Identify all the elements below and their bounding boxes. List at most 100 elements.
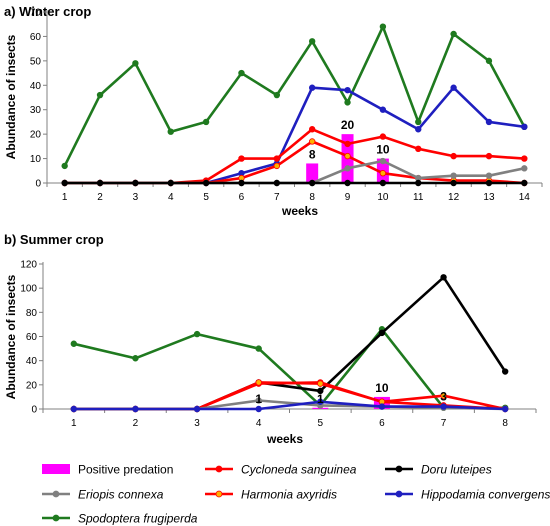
data-point-dl xyxy=(501,368,509,375)
x-tick-label: 7 xyxy=(441,418,447,429)
data-point-cs xyxy=(485,152,493,160)
x-tick-label: 8 xyxy=(502,418,508,429)
data-point-sf xyxy=(415,118,422,126)
data-point-hc xyxy=(485,118,493,126)
x-tick-label: 5 xyxy=(318,418,324,429)
predation-label: 10 xyxy=(375,381,389,395)
data-point-hc xyxy=(501,405,509,413)
data-point-ec xyxy=(379,157,387,165)
predation-label: 8 xyxy=(309,147,316,161)
legend-item-sf: Spodoptera frugiperda xyxy=(42,512,198,526)
data-point-hc xyxy=(521,123,528,131)
legend-label: Harmonia axyridis xyxy=(241,488,337,502)
legend-marker xyxy=(395,490,403,498)
legend-label: Cycloneda sanguinea xyxy=(241,463,357,477)
y-tick-label: 20 xyxy=(30,130,42,141)
y-tick-label: 0 xyxy=(31,405,37,416)
data-point-ec xyxy=(521,165,528,172)
data-point-cs xyxy=(450,152,457,160)
x-axis-title: weeks xyxy=(281,204,318,218)
data-point-cs xyxy=(238,155,245,162)
data-point-hc xyxy=(132,405,139,413)
data-point-hc xyxy=(415,126,422,133)
data-point-hc xyxy=(440,403,447,410)
series-line-sf xyxy=(63,25,526,167)
predation-bar xyxy=(306,163,319,183)
y-tick-label: 10 xyxy=(30,154,42,165)
y-axis-title: Abundance of insects xyxy=(4,34,18,159)
data-point-dl xyxy=(379,179,387,187)
data-point-sf xyxy=(132,60,139,67)
data-point-dl xyxy=(415,179,422,187)
data-point-ec xyxy=(344,165,351,172)
data-point-dl xyxy=(273,179,281,187)
y-tick-label: 40 xyxy=(30,81,42,92)
data-point-hc xyxy=(450,84,457,91)
data-point-hc xyxy=(255,405,262,413)
data-point-cs xyxy=(379,133,387,140)
x-axis-title: weeks xyxy=(266,432,303,446)
data-point-hc xyxy=(379,106,387,113)
data-point-sf xyxy=(485,57,493,65)
predation-label: 3 xyxy=(440,389,447,403)
data-point-sf xyxy=(238,69,245,77)
data-point-dl xyxy=(344,179,351,187)
x-tick-label: 7 xyxy=(274,192,280,203)
data-point-ha xyxy=(255,379,262,386)
x-tick-label: 10 xyxy=(377,192,389,203)
y-tick-label: 0 xyxy=(35,179,41,190)
data-point-sf xyxy=(344,99,351,106)
y-tick-label: 50 xyxy=(30,56,42,67)
legend-label: Hippodamia convergens xyxy=(421,488,550,502)
legend-label: Doru luteipes xyxy=(421,463,492,477)
x-tick-label: 13 xyxy=(483,192,495,203)
legend-label: Positive predation xyxy=(78,463,173,477)
data-point-ec xyxy=(485,172,493,179)
y-tick-label: 20 xyxy=(26,380,38,391)
data-point-dl xyxy=(317,387,324,395)
x-tick-label: 4 xyxy=(168,192,174,203)
legend-marker xyxy=(395,465,403,473)
data-point-dl xyxy=(167,179,174,187)
legend-item-cs: Cycloneda sanguinea xyxy=(205,463,357,477)
y-tick-label: 60 xyxy=(30,32,42,43)
data-point-ec xyxy=(255,397,262,404)
data-point-dl xyxy=(202,179,210,187)
data-point-sf xyxy=(273,91,281,99)
data-point-ha xyxy=(317,380,324,387)
legend-item-ec: Eriopis connexa xyxy=(42,488,164,502)
x-tick-label: 11 xyxy=(413,192,424,203)
panel-title: b) Summer crop xyxy=(4,232,104,247)
legend-swatch xyxy=(42,464,70,474)
data-point-dl xyxy=(308,179,316,187)
y-tick-label: 30 xyxy=(30,105,42,116)
data-point-hc xyxy=(344,86,351,94)
data-point-dl xyxy=(238,179,245,187)
data-point-sf xyxy=(379,23,387,30)
data-point-cs xyxy=(273,155,281,162)
data-point-hc xyxy=(378,403,386,410)
data-point-cs xyxy=(521,155,528,162)
x-tick-label: 1 xyxy=(71,418,77,429)
data-point-ha xyxy=(308,138,316,145)
legend-label: Spodoptera frugiperda xyxy=(78,512,198,526)
summer-crop-panel: b) Summer crop 0 20 40 60 80 100 120 1 2 3 4 5 6 7 8 wee… xyxy=(4,232,537,446)
predation-label: 20 xyxy=(341,118,355,132)
legend-marker xyxy=(215,490,223,498)
series-line-hc xyxy=(64,86,525,185)
legend-marker xyxy=(52,490,60,498)
y-tick-label: 120 xyxy=(20,260,37,271)
data-point-ec xyxy=(450,172,457,179)
data-point-sf xyxy=(167,128,174,135)
y-tick-label: 70 xyxy=(30,8,42,19)
y-axis-title: Abundance of insects xyxy=(4,274,18,399)
data-point-ha xyxy=(344,152,351,160)
data-point-sf xyxy=(450,30,457,38)
data-point-cs xyxy=(415,145,422,152)
predation-label: 1 xyxy=(317,392,324,406)
legend-item-ha: Harmonia axyridis xyxy=(205,488,337,502)
data-point-hc xyxy=(308,84,316,91)
data-point-sf xyxy=(255,345,262,352)
predation-label: 1 xyxy=(255,392,262,406)
data-point-sf xyxy=(193,330,201,338)
